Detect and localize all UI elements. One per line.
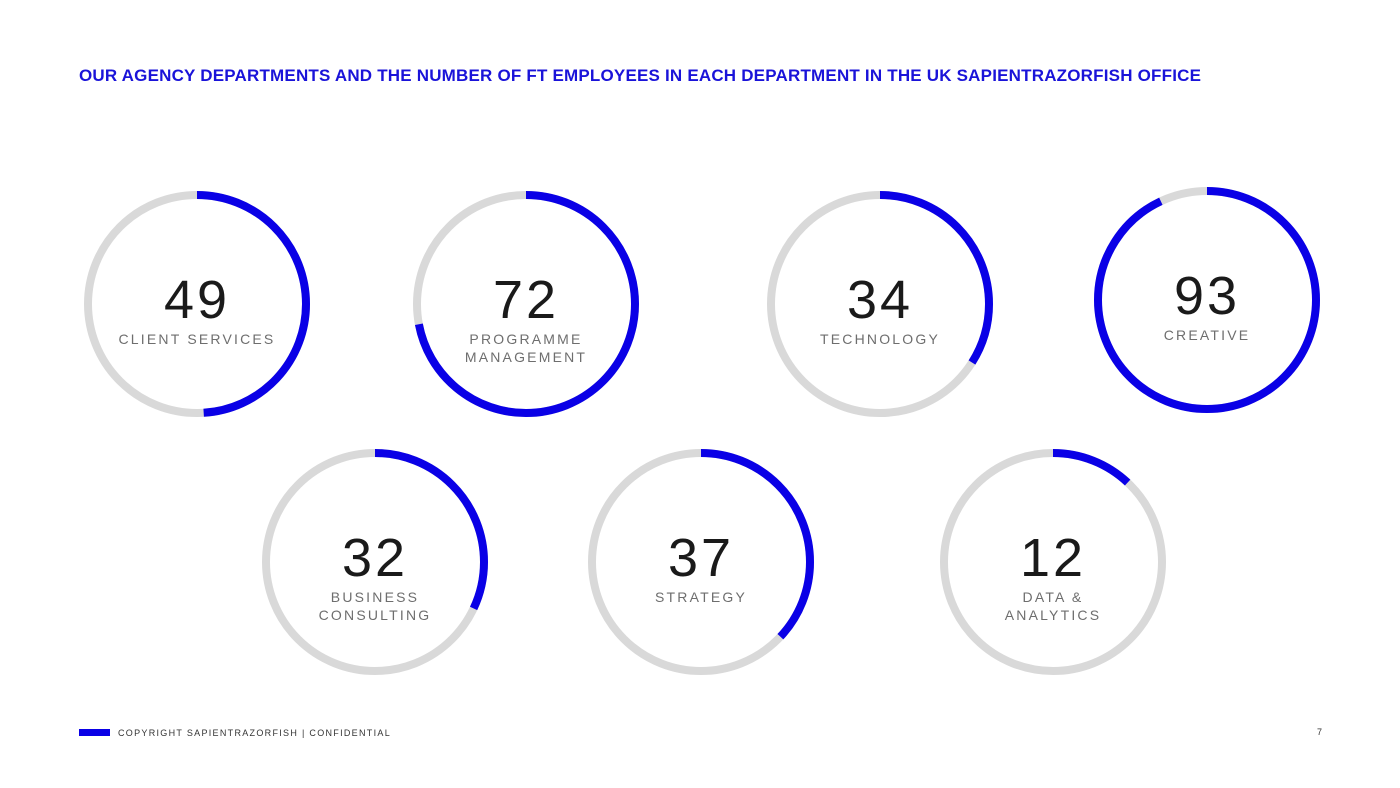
gauge-progress-arc [84, 191, 310, 417]
gauge-progress-arc [262, 449, 488, 675]
gauge-label: CREATIVE [1164, 327, 1251, 343]
gauge-label: STRATEGY [655, 589, 747, 605]
gauge-value: 32 [342, 528, 408, 588]
slide-title: OUR AGENCY DEPARTMENTS AND THE NUMBER OF… [79, 66, 1202, 85]
gauge-label: PROGRAMME [469, 331, 582, 347]
gauge-label: TECHNOLOGY [820, 331, 940, 347]
gauge-value: 93 [1174, 266, 1240, 326]
gauge-progress-arc [940, 449, 1166, 675]
gauge-value: 34 [847, 270, 913, 330]
gauge-label: BUSINESS [331, 589, 419, 605]
gauge-label: DATA & [1023, 589, 1084, 605]
gauge-label: CLIENT SERVICES [119, 331, 276, 347]
gauge-progress-arc [1094, 187, 1320, 413]
gauge-label: CONSULTING [319, 607, 432, 623]
gauge-value: 72 [493, 270, 559, 330]
gauge-value: 37 [668, 528, 734, 588]
gauge-label: MANAGEMENT [465, 349, 587, 365]
gauge-progress-arc [413, 191, 639, 417]
page-number: 7 [1316, 727, 1322, 737]
gauge-value: 49 [164, 270, 230, 330]
gauge-progress-arc [767, 191, 993, 417]
footer-copyright: COPYRIGHT SAPIENTRAZORFISH | CONFIDENTIA… [118, 728, 391, 738]
gauge-label: ANALYTICS [1005, 607, 1102, 623]
footer-accent-bar [79, 729, 110, 736]
gauge-progress-arc [588, 449, 814, 675]
gauge-value: 12 [1020, 528, 1086, 588]
